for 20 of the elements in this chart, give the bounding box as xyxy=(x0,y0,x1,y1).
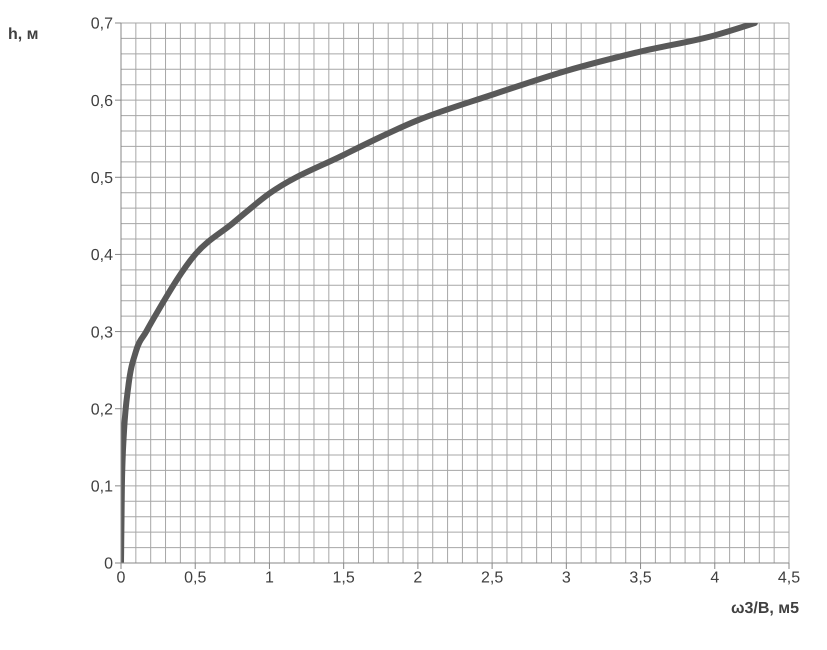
x-tick-label: 3 xyxy=(562,569,571,586)
x-axis-title: ω3/В, м5 xyxy=(730,600,799,618)
y-tick-label: 0 xyxy=(104,556,114,573)
y-tick-label: 0,3 xyxy=(90,324,114,342)
x-tick-label: 4 xyxy=(710,569,720,586)
x-tick-label: 0,5 xyxy=(184,569,206,586)
x-tick-label: 0 xyxy=(116,569,126,586)
y-tick-label: 0,4 xyxy=(90,247,114,264)
y-tick-label: 0,6 xyxy=(90,92,114,110)
x-tick-label: 2,5 xyxy=(480,569,504,586)
y-tick-label: 0,1 xyxy=(90,478,114,496)
y-tick-label: 0,7 xyxy=(90,16,114,33)
x-tick-label: 4,5 xyxy=(778,569,800,586)
x-tick-label: 3,5 xyxy=(629,569,652,586)
x-tick-label: 2 xyxy=(413,569,422,586)
y-tick-label: 0,5 xyxy=(90,170,114,187)
x-tick-label: 1 xyxy=(264,569,274,586)
y-axis-title: h, м xyxy=(8,26,38,44)
x-tick-label: 1,5 xyxy=(332,569,355,586)
y-tick-label: 0,2 xyxy=(90,401,114,418)
